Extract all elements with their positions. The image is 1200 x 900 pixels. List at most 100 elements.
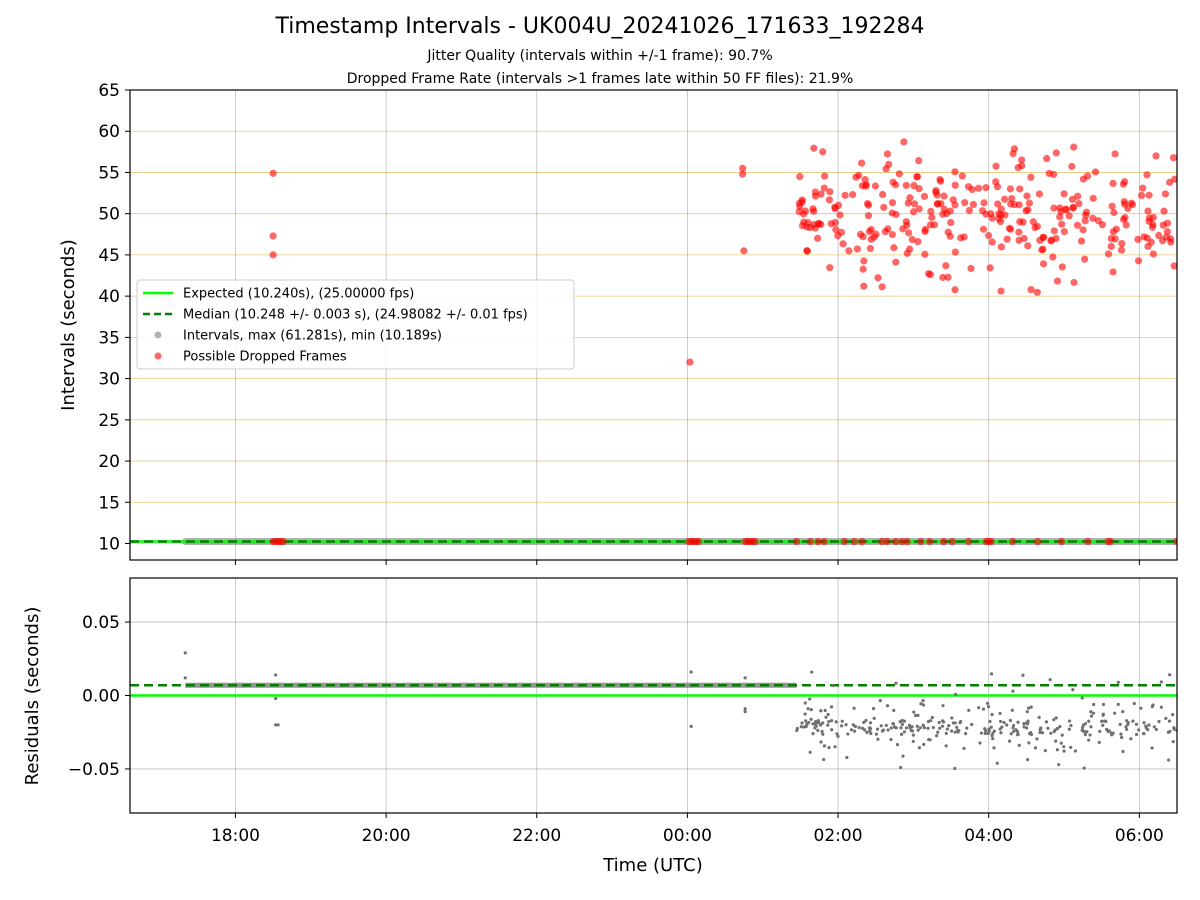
dropped-frame-point (986, 264, 994, 272)
residual-point (826, 712, 830, 717)
residual-point (1055, 748, 1059, 752)
dropped-frame-point (947, 218, 955, 227)
residual-point (898, 765, 903, 770)
dropped-frame-point (899, 225, 907, 233)
residual-point (986, 705, 991, 709)
dropped-frame-point (796, 172, 804, 181)
dropped-frame-point (900, 138, 908, 146)
residual-point (1159, 705, 1164, 709)
residual-point (1172, 727, 1176, 731)
residual-point (986, 731, 990, 735)
dropped-frame-point (933, 191, 941, 199)
dropped-frame-point (1023, 192, 1031, 200)
residual-point (1080, 696, 1084, 700)
residual-point (1038, 728, 1042, 732)
residual-point (901, 754, 905, 758)
residual-point (806, 707, 810, 711)
dropped-frame-point (841, 191, 849, 199)
residual-point (822, 744, 827, 748)
residual-point (868, 721, 873, 725)
dropped-frame-point (1058, 263, 1066, 271)
residual-point (1109, 731, 1113, 735)
residual-point (911, 739, 915, 744)
residual-point (1002, 720, 1006, 725)
dropped-frame-point (903, 537, 911, 546)
dropped-frame-point (1073, 221, 1082, 229)
dropped-frame-point (1111, 150, 1119, 158)
dropped-frame-point (793, 537, 801, 546)
residual-point (1132, 701, 1136, 706)
residual-point (885, 704, 890, 708)
dropped-frame-point (839, 240, 847, 248)
dropped-frame-point (855, 171, 863, 179)
residual-point (1022, 725, 1026, 729)
dropped-frame-point (987, 210, 995, 218)
top-y-tick-label: 40 (98, 287, 120, 307)
residual-point (958, 721, 962, 725)
residual-point (826, 723, 830, 727)
residual-point (950, 716, 954, 720)
dropped-frame-point (969, 200, 977, 209)
residual-point (833, 745, 837, 749)
residual-point (818, 723, 823, 727)
residual-point (823, 708, 827, 713)
residual-point (1131, 719, 1135, 723)
dropped-frame-point (888, 209, 896, 217)
dropped-frame-point (831, 204, 839, 213)
residual-point (849, 728, 854, 732)
axes-ticks-and-labels: 10 15 20 25 30 35 40 45 50 55 60 65 −0.05 0.00 0.05 18:… (68, 81, 1164, 846)
residual-point (1040, 731, 1045, 735)
residual-point (804, 724, 808, 729)
residual-point (1167, 719, 1172, 723)
residual-point (962, 746, 966, 750)
x-tick-label: 02:00 (814, 826, 863, 846)
residual-point (1121, 749, 1125, 754)
residual-point (183, 676, 187, 680)
residual-point (984, 729, 988, 733)
residual-point (1124, 725, 1128, 729)
legend: Expected (10.240s), (25.00000 fps) Median… (136, 279, 575, 370)
dropped-frame-point (853, 245, 861, 253)
residual-point (1142, 721, 1146, 725)
residual-point (1116, 680, 1120, 684)
residual-point (907, 723, 912, 727)
bottom-panel-marks (130, 651, 1177, 771)
residual-point (947, 723, 951, 728)
dropped-frame-point (1143, 171, 1151, 179)
residual-point (1154, 727, 1158, 732)
dropped-frame-point (921, 250, 929, 258)
dropped-frame-point (965, 206, 973, 215)
residual-point (967, 708, 971, 712)
dropped-frame-point (965, 537, 973, 546)
residual-point (949, 729, 954, 733)
residual-point (988, 719, 992, 724)
top-y-tick-label: 65 (98, 81, 120, 101)
dropped-frame-point (1089, 214, 1097, 222)
dropped-frame-point (860, 257, 868, 265)
dropped-frame-point (937, 177, 945, 185)
dropped-frame-point (819, 148, 827, 156)
residual-point (1171, 740, 1175, 744)
residual-point (1120, 735, 1124, 740)
residual-point (919, 702, 923, 706)
residual-point (1011, 723, 1016, 728)
residual-point (1012, 729, 1016, 734)
legend-entry-label: Intervals, max (61.281s), min (10.189s) (183, 329, 442, 344)
top-y-tick-label: 35 (98, 328, 120, 348)
dropped-frame-point (820, 537, 828, 546)
dropped-frame-point (1161, 190, 1170, 198)
residual-point (1166, 730, 1171, 735)
dropped-frame-point (975, 184, 983, 192)
dropped-frame-point (1106, 537, 1115, 546)
dropped-frame-point (883, 537, 891, 546)
residual-point (864, 718, 868, 723)
dropped-frame-point (926, 537, 934, 546)
residual-point (991, 736, 995, 741)
dropped-frame-point (1127, 199, 1135, 207)
residual-point (977, 706, 981, 710)
dropped-frame-point (1170, 262, 1177, 270)
residual-point (831, 683, 835, 688)
residual-point (1033, 746, 1038, 750)
residual-point (845, 755, 849, 760)
dropped-frame-point (269, 251, 277, 259)
